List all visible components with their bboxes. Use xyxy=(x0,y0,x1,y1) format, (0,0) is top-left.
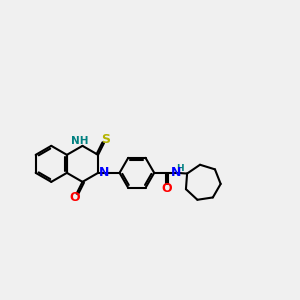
Text: N: N xyxy=(171,167,181,179)
Text: O: O xyxy=(161,182,172,195)
Text: S: S xyxy=(101,133,110,146)
Text: O: O xyxy=(69,191,80,204)
Text: N: N xyxy=(98,167,109,179)
Text: H: H xyxy=(176,164,183,173)
Text: NH: NH xyxy=(71,136,88,146)
